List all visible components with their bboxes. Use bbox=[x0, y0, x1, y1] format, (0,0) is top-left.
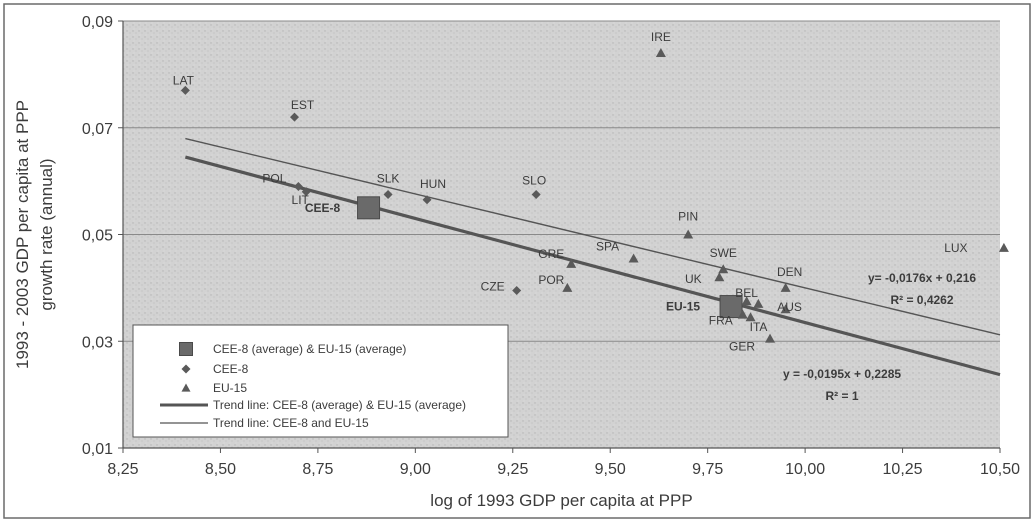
x-tick-label: 8,75 bbox=[302, 461, 333, 478]
marker-est bbox=[290, 112, 300, 122]
legend-marker-diamond bbox=[181, 364, 191, 374]
point-label-swe: SWE bbox=[710, 246, 737, 260]
legend-label-triangle: EU-15 bbox=[213, 381, 247, 395]
marker-gre bbox=[566, 258, 577, 268]
marker-spa bbox=[628, 253, 639, 263]
point-label-est: EST bbox=[291, 98, 315, 112]
trend-r2-1: R² = 1 bbox=[825, 389, 858, 403]
point-label-ire: IRE bbox=[651, 30, 671, 44]
point-label-pol: POL bbox=[262, 171, 286, 185]
x-axis-label: log of 1993 GDP per capita at PPP bbox=[430, 491, 692, 510]
y-tick-label: 0,09 bbox=[82, 14, 113, 31]
point-label-gre: GRE bbox=[538, 247, 564, 261]
marker-hun bbox=[422, 195, 432, 205]
x-tick-label: 8,25 bbox=[107, 461, 138, 478]
point-label-slk: SLK bbox=[377, 171, 400, 185]
y-tick-label: 0,05 bbox=[82, 228, 113, 245]
x-tick-label: 10,00 bbox=[785, 461, 825, 478]
marker-pol bbox=[293, 181, 303, 191]
legend-marker-triangle bbox=[181, 383, 191, 392]
y-axis-label-line-1: 1993 - 2003 GDP per capita at PPP bbox=[13, 100, 32, 369]
x-tick-label: 9,50 bbox=[595, 461, 626, 478]
legend-label-diamond: CEE-8 bbox=[213, 362, 249, 376]
marker-por bbox=[562, 282, 573, 292]
marker-ita bbox=[745, 312, 756, 322]
x-tick-label: 10,50 bbox=[980, 461, 1020, 478]
marker-uk bbox=[714, 272, 725, 282]
x-tick-label: 8,50 bbox=[205, 461, 236, 478]
point-label-bel: BEL bbox=[735, 286, 758, 300]
point-label-aus: AUS bbox=[777, 300, 802, 314]
y-tick-label: 0,03 bbox=[82, 334, 113, 351]
point-label-cze: CZE bbox=[481, 280, 505, 294]
marker-cze bbox=[512, 286, 522, 296]
point-label-fra: FRA bbox=[709, 314, 733, 328]
marker-den bbox=[780, 282, 791, 292]
point-label-pin: PIN bbox=[678, 210, 698, 224]
marker-net bbox=[753, 298, 764, 308]
y-axis-label-line-2: growth rate (annual) bbox=[37, 158, 56, 310]
legend-box bbox=[132, 324, 509, 438]
marker-ire bbox=[655, 48, 666, 58]
trend-equation-2: y= -0,0176x + 0,216 bbox=[868, 271, 976, 285]
legend-marker-square bbox=[179, 342, 193, 356]
point-label-den: DEN bbox=[777, 265, 802, 279]
point-label-cee-8: CEE-8 bbox=[305, 201, 341, 215]
point-label-lat: LAT bbox=[173, 73, 195, 87]
marker-lit bbox=[301, 187, 311, 197]
point-label-lit: LIT bbox=[292, 193, 310, 207]
marker-lux bbox=[998, 242, 1009, 252]
point-label-por: POR bbox=[538, 273, 564, 287]
trend-r2-2: R² = 0,4262 bbox=[890, 293, 953, 307]
point-label-uk: UK bbox=[685, 272, 702, 286]
trend-line-2 bbox=[185, 137, 1001, 336]
y-tick-label: 0,01 bbox=[82, 441, 113, 458]
x-tick-label: 9,75 bbox=[692, 461, 723, 478]
trend-line-1 bbox=[184, 155, 1001, 377]
point-label-ger: GER bbox=[729, 340, 755, 354]
marker-slk bbox=[383, 189, 393, 199]
point-label-spa: SPA bbox=[596, 240, 619, 254]
legend-label-square: CEE-8 (average) & EU-15 (average) bbox=[213, 342, 406, 356]
marker-aus bbox=[780, 304, 791, 314]
legend-label-trend-1: Trend line: CEE-8 (average) & EU-15 (ave… bbox=[213, 398, 466, 412]
marker-cee-8 bbox=[357, 196, 381, 220]
x-tick-label: 10,25 bbox=[883, 461, 923, 478]
point-label-slo: SLO bbox=[522, 173, 546, 187]
point-label-ita: ITA bbox=[750, 320, 768, 334]
x-tick-label: 9,25 bbox=[497, 461, 528, 478]
point-label-hun: HUN bbox=[420, 177, 446, 191]
x-tick-label: 9,00 bbox=[400, 461, 431, 478]
legend-label-trend-2: Trend line: CEE-8 and EU-15 bbox=[213, 416, 369, 430]
marker-slo bbox=[531, 189, 541, 199]
y-tick-label: 0,07 bbox=[82, 121, 113, 138]
marker-pin bbox=[683, 229, 694, 239]
point-label-eu-15: EU-15 bbox=[666, 300, 700, 314]
point-label-lux: LUX bbox=[944, 241, 967, 255]
marker-eu-15 bbox=[719, 295, 743, 319]
marker-swe bbox=[718, 264, 729, 274]
marker-bel bbox=[741, 296, 752, 306]
marker-ger bbox=[765, 333, 776, 343]
trend-equation-1: y = -0,0195x + 0,2285 bbox=[783, 367, 901, 381]
marker-lat bbox=[180, 85, 190, 95]
marker-fra bbox=[737, 309, 748, 319]
